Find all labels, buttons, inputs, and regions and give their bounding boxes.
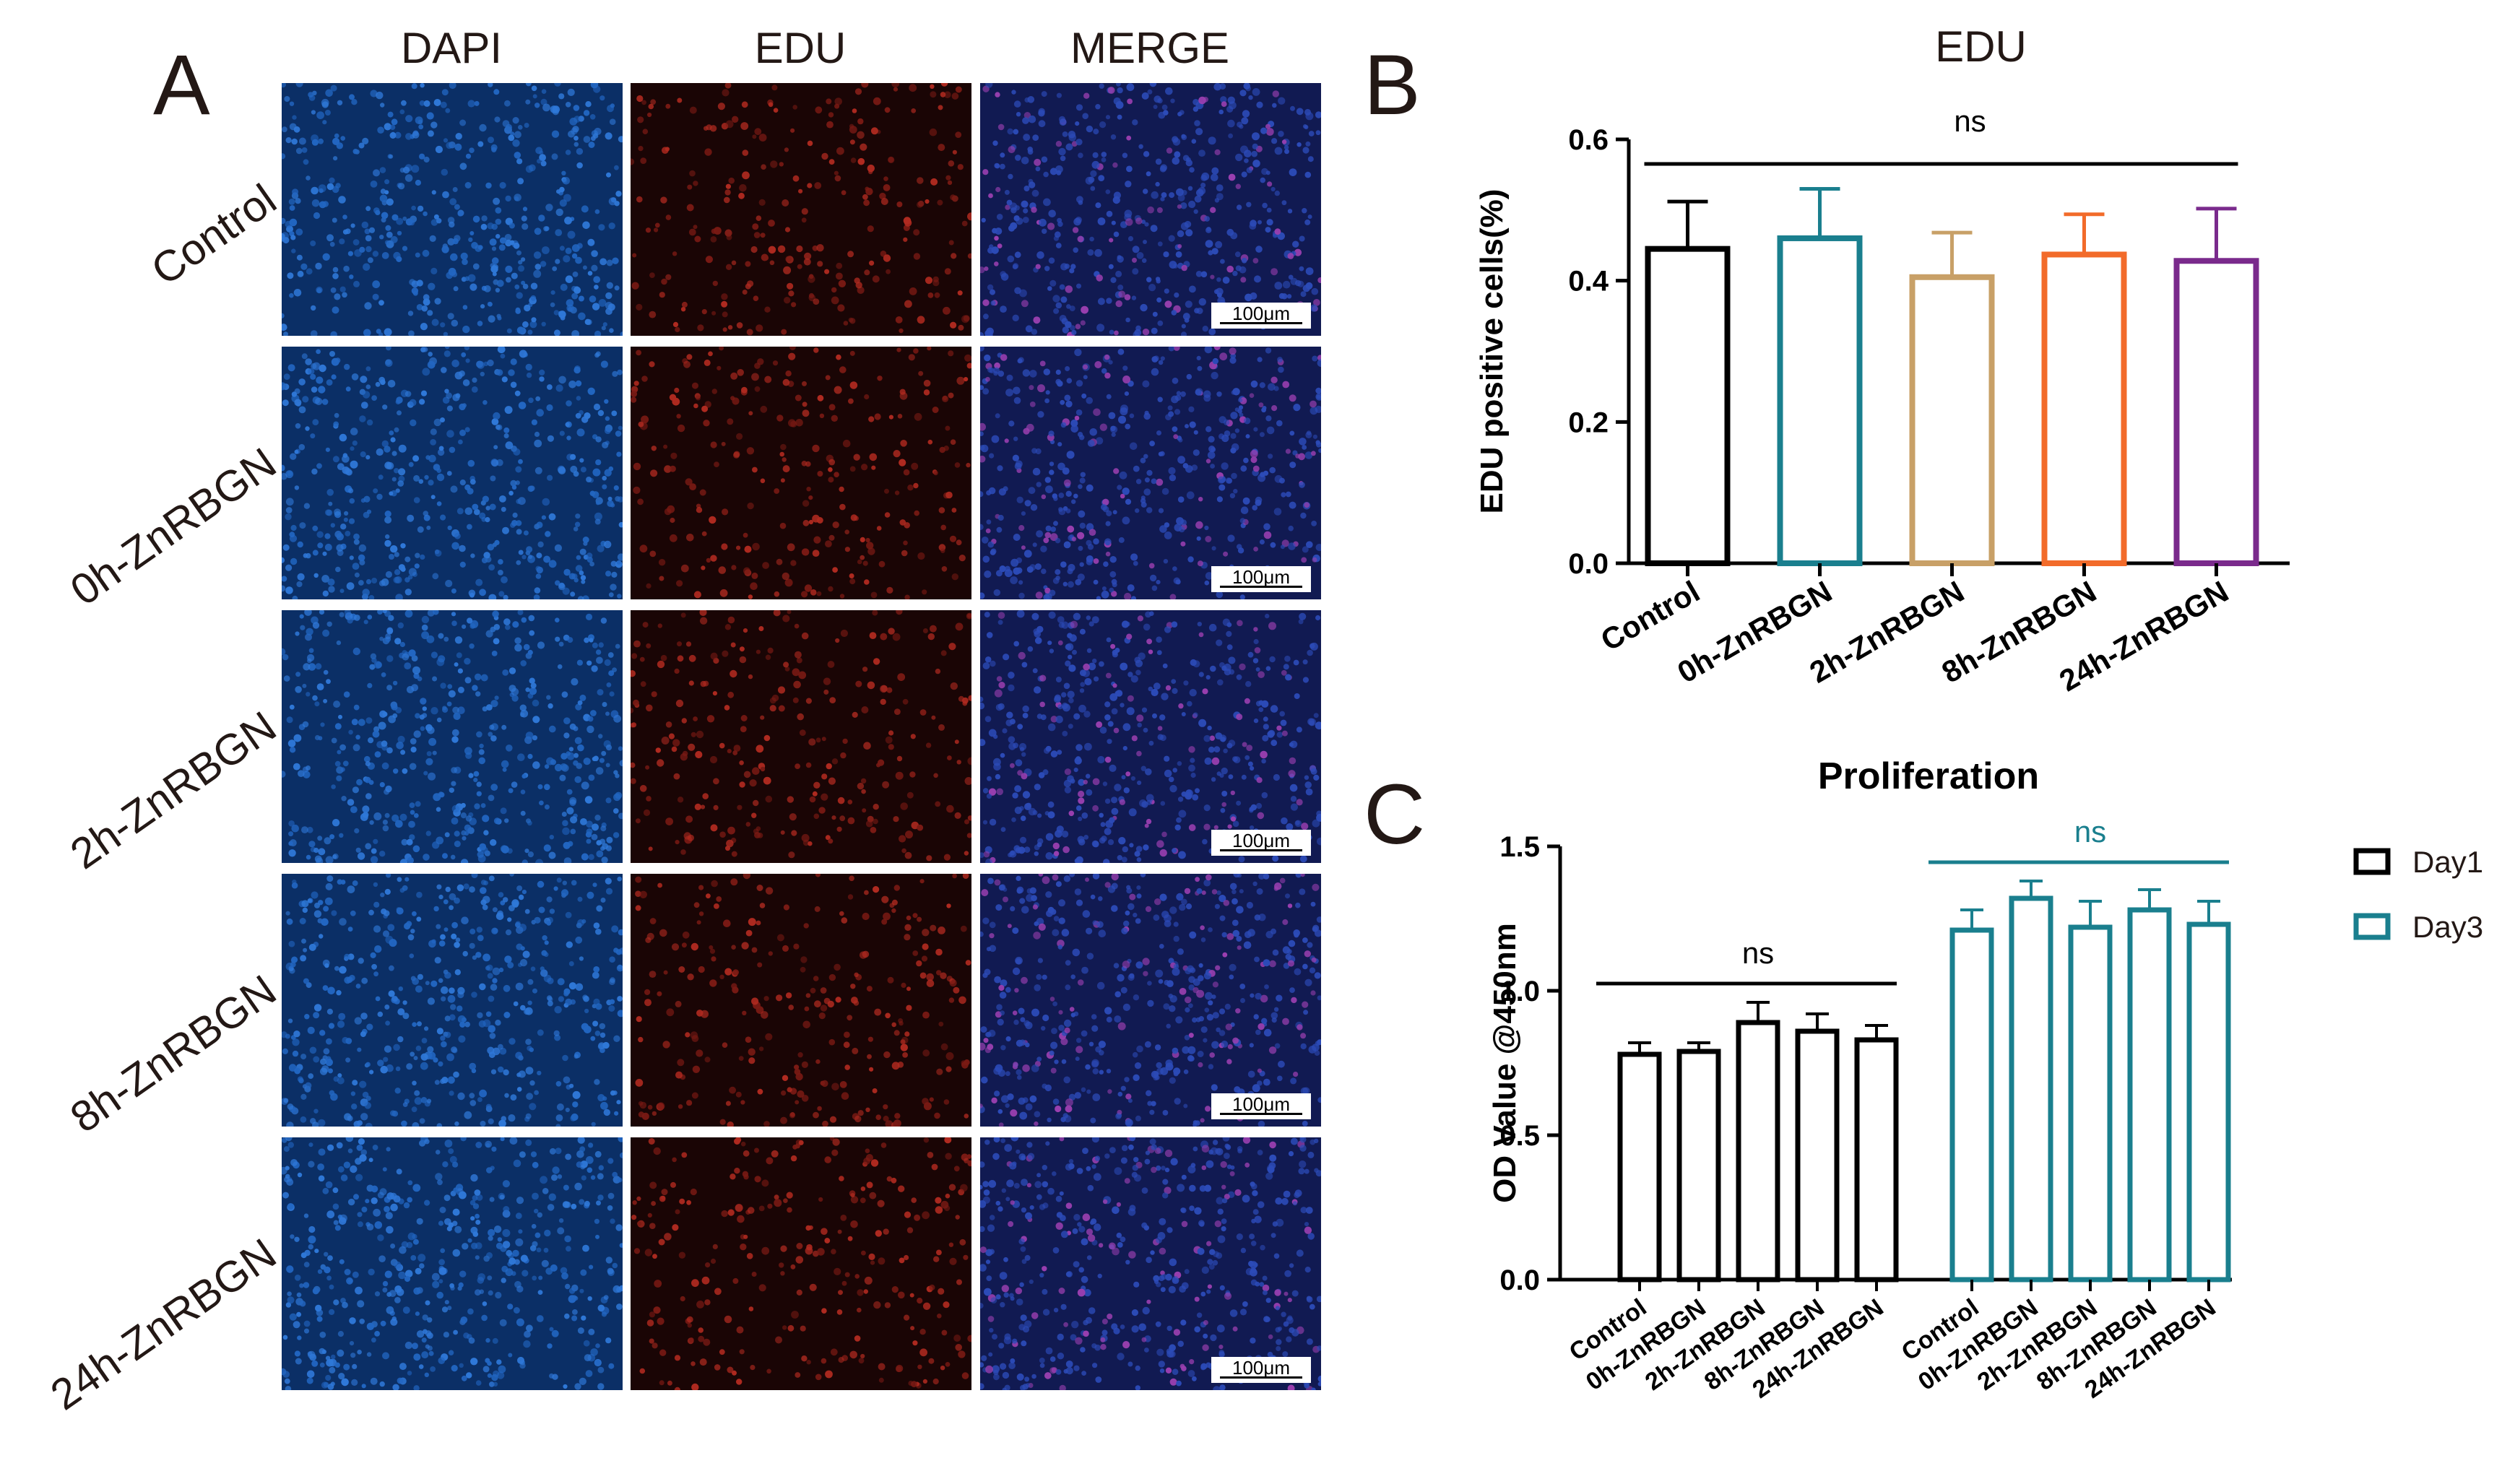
significance-label: ns [2074,815,2106,849]
legend-label: Day1 [2412,845,2483,879]
micrograph-edu [631,83,971,336]
column-header: MERGE [1070,24,1230,72]
micrograph-dapi [282,610,623,863]
bar [2068,924,2113,1283]
y-tick-label: 0.5 [1499,1120,1540,1152]
micrograph-edu [631,1137,971,1390]
bar [1676,1049,1721,1283]
significance-label: ns [1742,936,1774,970]
bar [1795,1028,1840,1283]
x-tick-label: Control [1595,574,1705,657]
micrograph-merge: 100μm [980,874,1321,1127]
micrograph-merge: 100μm [980,347,1321,599]
bar [2041,251,2127,566]
scale-bar-label: 100μm [1231,830,1291,851]
micrograph-edu [631,874,971,1127]
row-label: 0h-ZnRBGN [61,438,285,615]
micrograph-edu [631,610,971,863]
micrograph-merge: 100μm [980,1137,1321,1390]
proliferation-bar-chart: Proliferation OD Value @450nm 0.0 0.5 1.0 1.5… [1487,755,2483,1404]
scale-bar: 100μm [1211,830,1311,856]
bar [1736,1020,1780,1283]
panel-b-letter: B [1364,38,1421,133]
micrograph-dapi [282,874,623,1127]
edu-bar-chart: EDU EDU positive cells(%) 0.0 0.2 0.4 0.6 Cont… [1474,22,2290,698]
bar [1645,246,1731,566]
micrograph-dapi [282,347,623,599]
y-tick-label: 1.5 [1499,831,1540,863]
bar [2009,895,2053,1283]
micrograph-merge: 100μm [980,83,1321,336]
significance-label: ns [1954,104,1986,138]
y-tick-label: 0.6 [1568,124,1609,156]
legend-swatch [2353,848,2391,875]
row-label: 24h-ZnRBGN [42,1229,285,1420]
scale-bar-label: 100μm [1231,1357,1291,1379]
y-axis-label: OD Value @450nm [1487,923,1523,1203]
y-tick-label: 0.0 [1499,1264,1540,1296]
micrograph-dapi [282,83,623,336]
column-header: DAPI [400,24,503,72]
bar [1777,235,1863,566]
y-tick-label: 0.2 [1568,407,1609,438]
legend-swatch [2353,913,2391,940]
scale-bar: 100μm [1211,303,1311,329]
bar [2173,258,2259,566]
scale-bar: 100μm [1211,1093,1311,1119]
bar [2186,921,2231,1283]
y-tick-label: 0.4 [1568,266,1609,298]
row-label: 8h-ZnRBGN [61,966,285,1142]
bar [1909,274,1995,566]
scale-bar-label: 100μm [1231,1093,1291,1115]
bar [1949,927,1994,1283]
bar [1854,1037,1899,1283]
panel-c-letter: C [1364,767,1426,862]
scale-bar-label: 100μm [1231,303,1291,324]
y-tick-label: 0.0 [1568,548,1609,580]
column-header: EDU [754,24,847,72]
micrograph-dapi [282,1137,623,1390]
chart-title: EDU [1935,22,2027,71]
panel-a-letter: A [153,38,210,133]
scale-bar: 100μm [1211,566,1311,592]
bar [2127,907,2172,1283]
y-axis-label: EDU positive cells(%) [1474,189,1510,514]
row-label: Control [142,175,285,295]
legend-label: Day3 [2412,910,2483,944]
bar [1617,1051,1662,1283]
micrograph-merge: 100μm [980,610,1321,863]
scale-bar: 100μm [1211,1357,1311,1383]
row-label: 2h-ZnRBGN [61,702,285,879]
chart-title: Proliferation [1818,755,2039,797]
scale-bar-label: 100μm [1231,566,1291,588]
y-tick-label: 1.0 [1499,976,1540,1007]
micrograph-edu [631,347,971,599]
